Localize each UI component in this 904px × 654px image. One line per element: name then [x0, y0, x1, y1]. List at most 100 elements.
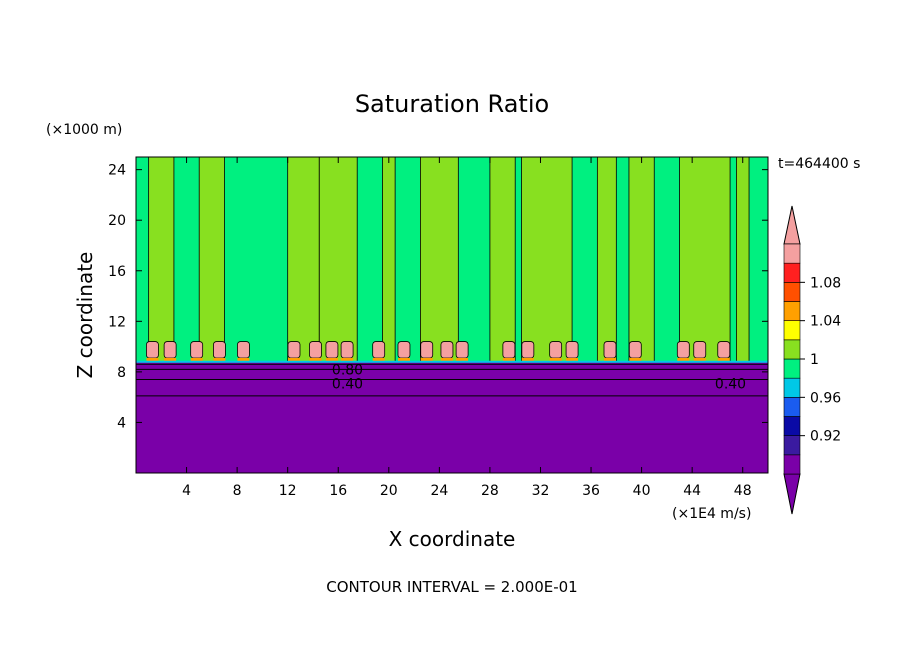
contour-label: 0.40: [715, 376, 746, 392]
supersaturation-blob: [325, 341, 339, 359]
orange-band: [456, 357, 469, 361]
colorbar-swatch: [783, 416, 801, 436]
colorbar-swatch: [783, 339, 801, 360]
contour-label: 0.40: [332, 376, 363, 392]
plume-region: [489, 156, 516, 363]
orange-band: [604, 357, 616, 361]
plume-region: [736, 156, 750, 363]
supersaturation-blob: [565, 341, 579, 359]
colorbar-upper-arrow: [783, 205, 801, 245]
x-tick-label: 48: [734, 483, 752, 499]
y-axis-ticks: 4 8 12 16 20 24: [108, 163, 768, 431]
orange-band: [397, 357, 410, 361]
supersaturation-blob: [340, 341, 354, 359]
y-tick-label: 8: [117, 365, 126, 381]
orange-band: [164, 357, 177, 361]
colorbar-swatch: [783, 435, 801, 456]
orange-band: [237, 357, 250, 361]
x-axis-ticks: 4 8 12 16 20 24 28 32 36 40 44 48: [182, 157, 752, 499]
orange-band: [146, 357, 159, 361]
orange-band: [325, 357, 338, 361]
x-tick-label: 36: [582, 483, 600, 499]
orange-band: [549, 357, 562, 361]
colorbar-swatch: [783, 377, 801, 398]
supersaturation-blob: [549, 341, 563, 359]
supersaturation-blob: [420, 341, 434, 359]
plume-region: [148, 156, 175, 363]
colorbar-swatch: [783, 301, 801, 321]
plume-region: [318, 156, 358, 363]
plume-region: [382, 156, 396, 363]
y-tick-label: 4: [117, 415, 126, 431]
supersaturation-blob: [163, 341, 177, 359]
plume-region: [419, 156, 459, 363]
orange-band: [420, 357, 433, 361]
contour-lines: 0.800.40 0.40: [136, 362, 768, 397]
orange-band: [717, 357, 730, 361]
plume-region: [198, 156, 225, 363]
y-tick-label: 24: [108, 163, 126, 179]
x-tick-label: 32: [532, 483, 550, 499]
supersaturation-blob: [693, 341, 707, 359]
plot-frame: [135, 156, 769, 474]
x-tick-label: 20: [380, 483, 398, 499]
colorbar-swatch: [783, 320, 801, 341]
x-tick-label: 16: [329, 483, 347, 499]
x-unit-label: (×1E4 m/s): [672, 506, 751, 522]
contour-interval-note: CONTOUR INTERVAL = 2.000E-01: [326, 578, 577, 596]
colorbar-lower-arrow: [783, 473, 801, 515]
x-tick-label: 44: [683, 483, 701, 499]
x-tick-label: 28: [481, 483, 499, 499]
x-tick-label: 24: [430, 483, 448, 499]
orange-band: [693, 357, 706, 361]
y-tick-label: 16: [108, 264, 126, 280]
colorbar-swatch: [783, 282, 801, 302]
supersaturation-blob: [309, 341, 322, 359]
colorbar: 1.08 1.04 1 0.96 0.92: [783, 205, 841, 515]
contour-plot-area: [136, 156, 768, 473]
plume-region: [521, 156, 573, 363]
y-axis-label: Z coordinate: [73, 252, 97, 379]
colorbar-swatch: [783, 243, 801, 264]
x-tick-label: 40: [633, 483, 651, 499]
orange-band: [502, 357, 515, 361]
chart-title: Saturation Ratio: [355, 90, 549, 118]
orange-band: [213, 357, 226, 361]
x-axis-label: X coordinate: [389, 527, 516, 551]
x-tick-label: 12: [279, 483, 297, 499]
time-label: t=464400 s: [778, 156, 860, 172]
contour-label: 0.80: [332, 362, 363, 378]
supersaturation-blob: [521, 341, 535, 359]
plume-region: [679, 156, 731, 363]
orange-band: [440, 357, 453, 361]
x-tick-label: 8: [233, 483, 242, 499]
supersaturation-blob: [397, 341, 411, 359]
colorbar-swatch: [783, 262, 801, 283]
orange-band: [372, 357, 385, 361]
x-tick-label: 4: [182, 483, 191, 499]
orange-band: [629, 357, 642, 361]
y-tick-label: 20: [108, 213, 126, 229]
colorbar-label: 0.96: [810, 390, 841, 406]
lower-dry-layer: [136, 361, 768, 473]
colorbar-label: 1.08: [810, 275, 841, 291]
orange-band: [341, 357, 354, 361]
y-unit-label: (×1000 m): [46, 122, 122, 138]
colorbar-swatch: [783, 358, 801, 379]
supersaturation-blob: [440, 341, 454, 359]
colorbar-swatch: [783, 454, 801, 475]
orange-band: [566, 357, 579, 361]
colorbar-label: 0.92: [810, 429, 841, 445]
orange-band: [190, 357, 203, 361]
plume-region: [287, 156, 320, 363]
supersaturation-blob: [502, 341, 516, 359]
supersaturation-blob: [455, 341, 469, 359]
plume-region: [628, 156, 655, 363]
colorbar-label: 1: [810, 352, 819, 368]
supersaturation-blob: [237, 341, 250, 359]
orange-band: [309, 357, 322, 361]
plume-region: [596, 156, 617, 363]
orange-band: [677, 357, 690, 361]
orange-band: [521, 357, 534, 361]
